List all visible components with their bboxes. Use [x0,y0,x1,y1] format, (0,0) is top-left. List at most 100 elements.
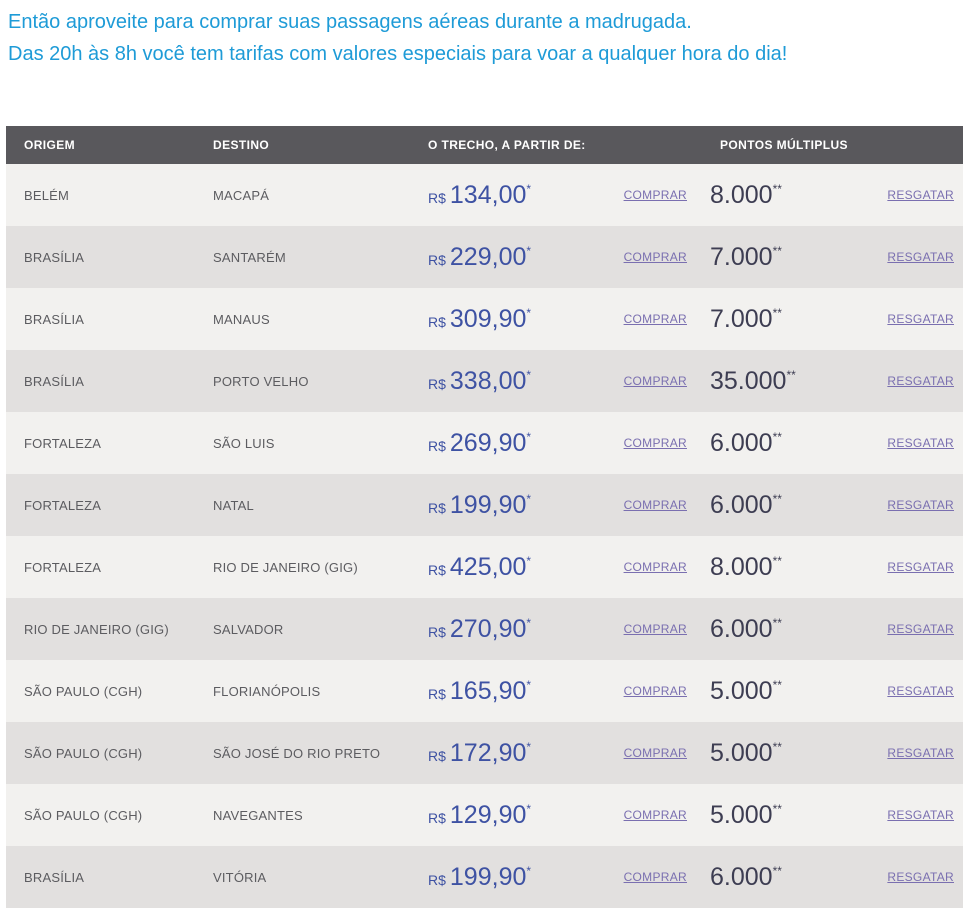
comprar-link[interactable]: COMPRAR [623,498,687,512]
comprar-link[interactable]: COMPRAR [623,436,687,450]
price-cell: R$ 165,90* [410,677,592,706]
points-cell: 6.000** [693,491,823,520]
buy-cell: COMPRAR [592,806,693,824]
points-footnote-marker: ** [772,678,782,693]
buy-cell: COMPRAR [592,744,693,762]
origin-cell: FORTALEZA [24,497,102,513]
header-points: PONTOS MÚLTIPLUS [720,138,848,152]
comprar-link[interactable]: COMPRAR [623,374,687,388]
comprar-link[interactable]: COMPRAR [623,188,687,202]
comprar-link[interactable]: COMPRAR [623,560,687,574]
buy-cell: COMPRAR [592,620,693,638]
origin-cell: FORTALEZA [24,559,102,575]
price-footnote-marker: * [526,554,532,569]
comprar-link[interactable]: COMPRAR [623,622,687,636]
comprar-link[interactable]: COMPRAR [623,312,687,326]
origin-cell: BRASÍLIA [24,869,85,885]
fare-row: BELÉM MACAPÁ R$ 134,00* COMPRAR 8.000** R… [6,164,963,226]
buy-cell: COMPRAR [592,248,693,266]
currency-label: R$ [428,623,446,640]
comprar-link[interactable]: COMPRAR [623,684,687,698]
points-amount: 35.000 [710,366,787,395]
fare-row: FORTALEZA RIO DE JANEIRO (GIG) R$ 425,00*… [6,536,963,598]
destination-cell: MANAUS [213,311,270,327]
points-cell: 5.000** [693,739,823,768]
resgatar-link[interactable]: RESGATAR [887,250,954,264]
price-cell: R$ 269,90* [410,429,592,458]
destination-cell: RIO DE JANEIRO (GIG) [213,559,358,575]
redeem-cell: RESGATAR [823,744,963,762]
price-cell: R$ 309,90* [410,305,592,334]
price-amount: 134,00 [449,180,527,209]
points-footnote-marker: ** [772,864,782,879]
price-cell: R$ 270,90* [410,615,592,644]
price-footnote-marker: * [526,368,532,383]
comprar-link[interactable]: COMPRAR [623,746,687,760]
resgatar-link[interactable]: RESGATAR [887,870,954,884]
points-cell: 7.000** [693,243,823,272]
buy-cell: COMPRAR [592,310,693,328]
resgatar-link[interactable]: RESGATAR [887,312,954,326]
resgatar-link[interactable]: RESGATAR [887,622,954,636]
comprar-link[interactable]: COMPRAR [623,870,687,884]
points-footnote-marker: ** [772,244,782,259]
points-footnote-marker: ** [772,306,782,321]
resgatar-link[interactable]: RESGATAR [887,188,954,202]
destination-cell: SÃO JOSÉ DO RIO PRETO [213,745,381,761]
comprar-link[interactable]: COMPRAR [623,250,687,264]
redeem-cell: RESGATAR [823,434,963,452]
destination-cell: VITÓRIA [213,869,267,885]
origin-cell: BRASÍLIA [24,311,85,327]
origin-cell: BELÉM [24,187,70,203]
intro-line-1: Então aproveite para comprar suas passag… [8,11,692,33]
redeem-cell: RESGATAR [823,682,963,700]
origin-cell: SÃO PAULO (CGH) [24,683,143,699]
redeem-cell: RESGATAR [823,620,963,638]
points-cell: 6.000** [693,429,823,458]
price-cell: R$ 338,00* [410,367,592,396]
destination-cell: SALVADOR [213,621,284,637]
resgatar-link[interactable]: RESGATAR [887,498,954,512]
price-footnote-marker: * [526,678,532,693]
origin-cell: RIO DE JANEIRO (GIG) [24,621,169,637]
price-cell: R$ 199,90* [410,491,592,520]
points-cell: 5.000** [693,801,823,830]
price-footnote-marker: * [526,492,532,507]
fare-table: ORIGEM DESTINO O TRECHO, A PARTIR DE: PO… [6,126,963,908]
resgatar-link[interactable]: RESGATAR [887,374,954,388]
price-amount: 172,90 [449,738,527,767]
redeem-cell: RESGATAR [823,868,963,886]
buy-cell: COMPRAR [592,868,693,886]
price-footnote-marker: * [526,306,532,321]
currency-label: R$ [428,189,446,206]
points-amount: 6.000 [710,490,773,519]
fare-row: SÃO PAULO (CGH) FLORIANÓPOLIS R$ 165,90* … [6,660,963,722]
points-amount: 6.000 [710,862,773,891]
price-amount: 199,90 [449,862,527,891]
points-amount: 8.000 [710,552,773,581]
currency-label: R$ [428,313,446,330]
resgatar-link[interactable]: RESGATAR [887,746,954,760]
resgatar-link[interactable]: RESGATAR [887,684,954,698]
points-amount: 6.000 [710,614,773,643]
resgatar-link[interactable]: RESGATAR [887,560,954,574]
resgatar-link[interactable]: RESGATAR [887,436,954,450]
price-amount: 270,90 [449,614,527,643]
fare-row: SÃO PAULO (CGH) NAVEGANTES R$ 129,90* COM… [6,784,963,846]
price-amount: 229,00 [449,242,527,271]
redeem-cell: RESGATAR [823,186,963,204]
destination-cell: SÃO LUIS [213,435,275,451]
points-footnote-marker: ** [772,616,782,631]
comprar-link[interactable]: COMPRAR [623,808,687,822]
price-footnote-marker: * [526,802,532,817]
buy-cell: COMPRAR [592,682,693,700]
redeem-cell: RESGATAR [823,372,963,390]
points-amount: 6.000 [710,428,773,457]
points-cell: 7.000** [693,305,823,334]
resgatar-link[interactable]: RESGATAR [887,808,954,822]
origin-cell: SÃO PAULO (CGH) [24,807,143,823]
destination-cell: FLORIANÓPOLIS [213,683,321,699]
points-cell: 8.000** [693,181,823,210]
points-amount: 7.000 [710,242,773,271]
